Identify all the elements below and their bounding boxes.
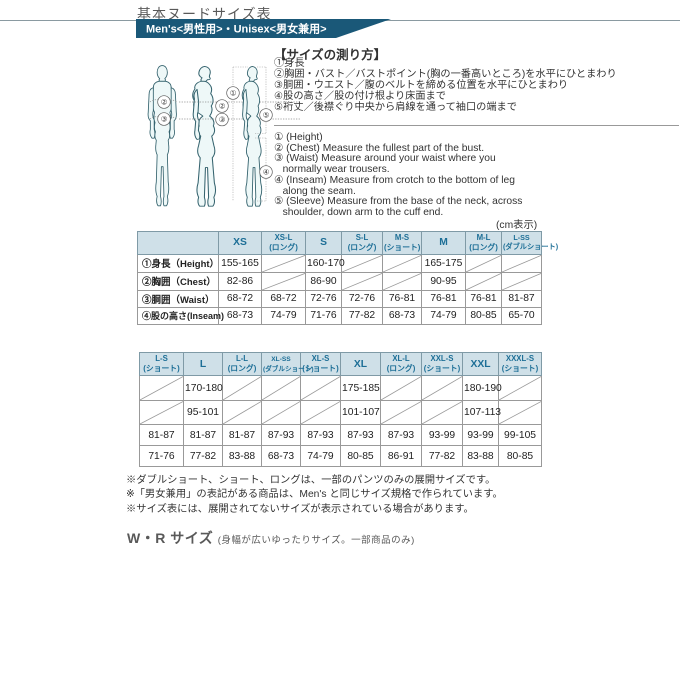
svg-text:①: ① — [230, 89, 237, 98]
svg-text:②: ② — [161, 98, 168, 107]
svg-text:④: ④ — [263, 168, 270, 177]
svg-text:③: ③ — [161, 115, 168, 124]
svg-text:⑤: ⑤ — [263, 111, 270, 120]
svg-text:③: ③ — [219, 115, 226, 124]
svg-text:②: ② — [219, 102, 226, 111]
